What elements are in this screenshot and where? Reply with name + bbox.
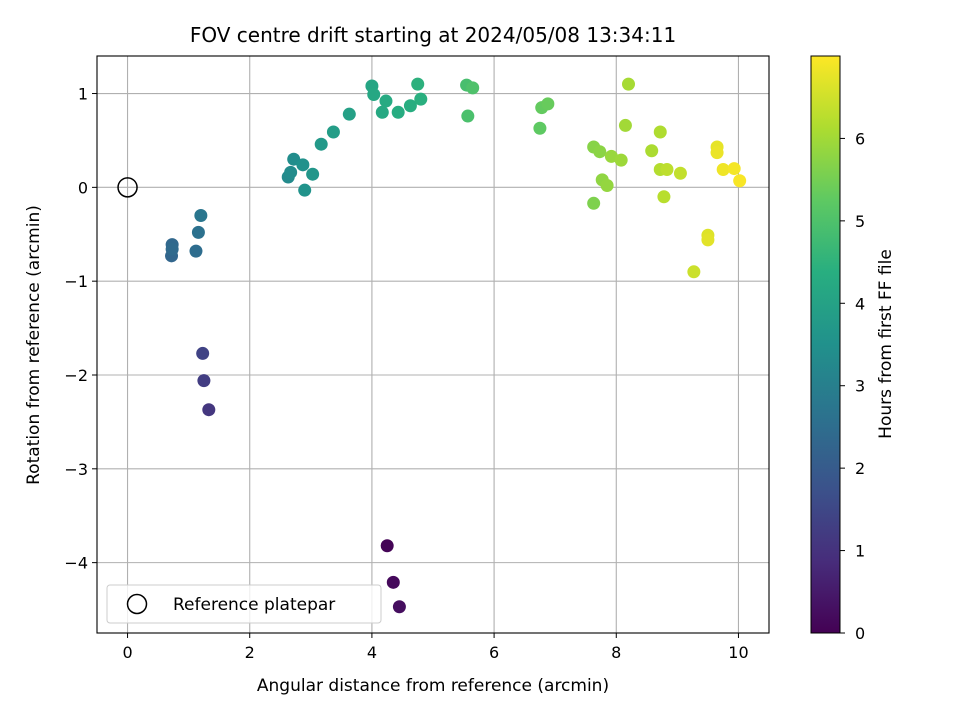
- data-point: [314, 137, 328, 151]
- data-point: [375, 105, 389, 119]
- data-point: [391, 105, 405, 119]
- data-point: [191, 225, 205, 239]
- data-point: [533, 121, 547, 135]
- data-point: [710, 146, 724, 160]
- data-point: [386, 575, 400, 589]
- data-point: [326, 125, 340, 139]
- data-point: [392, 600, 406, 614]
- plot-area-frame: [96, 55, 770, 634]
- data-point: [687, 265, 701, 279]
- colorbar-tick-label: 4: [855, 294, 865, 313]
- data-point: [604, 149, 618, 163]
- colorbar-tick-label: 3: [855, 377, 865, 396]
- colorbar-tick-label: 0: [855, 624, 865, 643]
- data-point: [403, 99, 417, 113]
- y-tick-label: −3: [64, 460, 88, 479]
- colorbar-tick-label: 5: [855, 212, 865, 231]
- data-point: [379, 94, 393, 108]
- data-point: [380, 539, 394, 553]
- data-point: [196, 346, 210, 360]
- data-point: [614, 153, 628, 167]
- grid-lines: [97, 56, 769, 633]
- data-point: [197, 374, 211, 388]
- data-point: [727, 162, 741, 176]
- data-point: [165, 242, 179, 256]
- data-point: [461, 109, 475, 123]
- legend: Reference platepar: [106, 584, 382, 624]
- chart-title: FOV centre drift starting at 2024/05/08 …: [190, 23, 676, 47]
- data-point: [298, 183, 312, 197]
- x-tick-label: 10: [728, 643, 748, 662]
- data-point: [189, 244, 203, 258]
- data-point: [466, 81, 480, 95]
- x-tick-label: 4: [367, 643, 377, 662]
- data-points: [165, 77, 747, 614]
- y-axis-label: Rotation from reference (arcmin): [24, 205, 44, 485]
- y-tick-label: −1: [64, 272, 88, 291]
- data-point: [587, 196, 601, 210]
- x-axis-label: Angular distance from reference (arcmin): [257, 676, 609, 696]
- colorbar-gradient: [811, 56, 840, 633]
- data-point: [618, 118, 632, 132]
- y-tick-label: 0: [78, 178, 88, 197]
- data-point: [673, 166, 687, 180]
- data-point: [306, 167, 320, 181]
- legend-frame: [106, 584, 382, 624]
- data-point: [621, 77, 635, 91]
- data-point: [367, 87, 381, 101]
- colorbar-tick-label: 6: [855, 129, 865, 148]
- colorbar-label: Hours from first FF file: [876, 249, 896, 439]
- colorbar: 0 1 2 3 4 5 6 Hours from first FF file: [810, 55, 896, 643]
- x-tick-label: 6: [489, 643, 499, 662]
- colorbar-tick-label: 2: [855, 459, 865, 478]
- x-axis-ticks: 0 2 4 6 8 10: [122, 633, 749, 662]
- x-tick-label: 0: [122, 643, 132, 662]
- data-point: [716, 163, 730, 177]
- y-axis-ticks: −4 −3 −2 −1 0 1: [64, 85, 97, 573]
- legend-reference-label: Reference platepar: [173, 595, 335, 615]
- data-point: [701, 233, 715, 247]
- data-point: [733, 174, 747, 188]
- data-point: [414, 92, 428, 106]
- data-point: [657, 190, 671, 204]
- colorbar-tick-label: 1: [855, 542, 865, 561]
- data-point: [653, 125, 667, 139]
- data-point: [342, 107, 356, 121]
- y-tick-label: −4: [64, 554, 88, 573]
- reference-layer: [117, 177, 138, 198]
- data-point: [600, 178, 614, 192]
- data-point: [411, 77, 425, 91]
- data-point: [593, 145, 607, 159]
- x-tick-label: 2: [245, 643, 255, 662]
- colorbar-ticks: 0 1 2 3 4 5 6: [840, 129, 865, 643]
- data-point: [194, 208, 208, 222]
- y-tick-label: −2: [64, 366, 88, 385]
- data-point: [202, 403, 216, 417]
- data-point: [541, 97, 555, 111]
- data-point: [660, 163, 674, 177]
- y-tick-label: 1: [78, 85, 88, 104]
- x-tick-label: 8: [611, 643, 621, 662]
- legend-reference-marker: [126, 593, 148, 615]
- reference-platepar-marker: [117, 177, 138, 198]
- colorbar-frame: [810, 55, 841, 634]
- data-point: [645, 144, 659, 158]
- data-point: [296, 158, 310, 172]
- data-point: [284, 165, 298, 179]
